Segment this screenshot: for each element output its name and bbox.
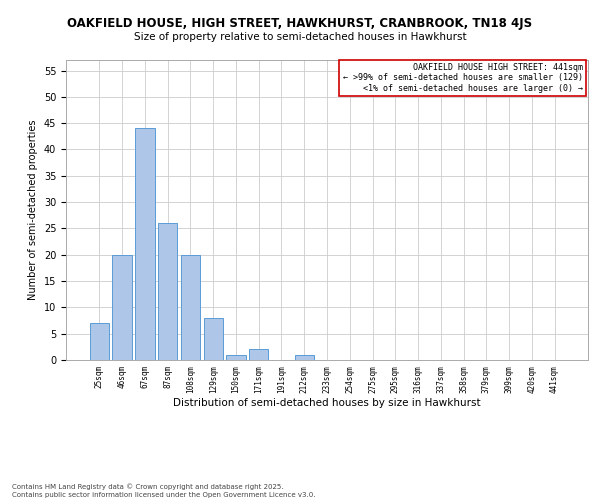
Bar [112, 254, 132, 360]
Y-axis label: Number of semi-detached properties: Number of semi-detached properties [28, 120, 38, 300]
Text: Contains HM Land Registry data © Crown copyright and database right 2025.
Contai: Contains HM Land Registry data © Crown c… [12, 484, 316, 498]
Bar [295, 354, 314, 360]
Text: OAKFIELD HOUSE HIGH STREET: 441sqm
← >99% of semi-detached houses are smaller (1: OAKFIELD HOUSE HIGH STREET: 441sqm ← >99… [343, 63, 583, 93]
Bar [135, 128, 155, 360]
Bar [249, 350, 268, 360]
Bar [90, 323, 109, 360]
Bar [181, 254, 200, 360]
Text: OAKFIELD HOUSE, HIGH STREET, HAWKHURST, CRANBROOK, TN18 4JS: OAKFIELD HOUSE, HIGH STREET, HAWKHURST, … [67, 18, 533, 30]
Text: Size of property relative to semi-detached houses in Hawkhurst: Size of property relative to semi-detach… [134, 32, 466, 42]
Bar [226, 354, 245, 360]
Bar [203, 318, 223, 360]
Bar [158, 223, 178, 360]
X-axis label: Distribution of semi-detached houses by size in Hawkhurst: Distribution of semi-detached houses by … [173, 398, 481, 408]
